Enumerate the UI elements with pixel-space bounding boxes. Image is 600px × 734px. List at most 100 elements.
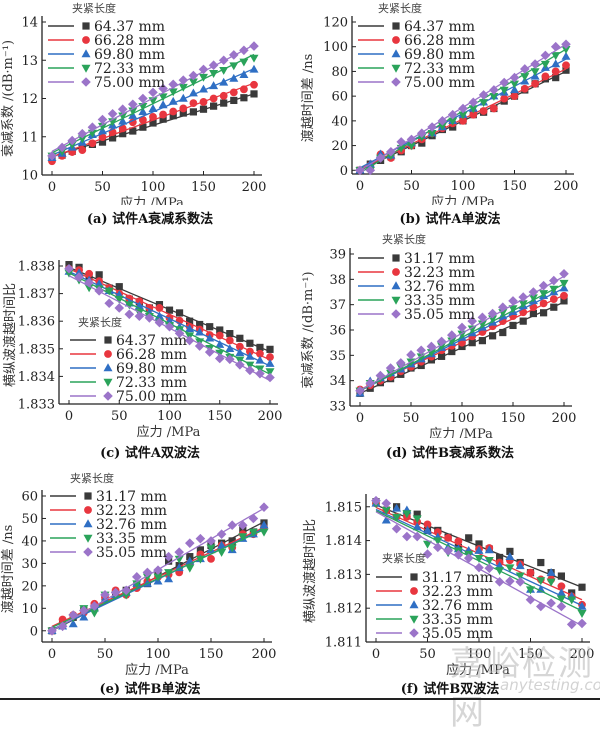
data-point	[246, 339, 254, 347]
data-point	[240, 94, 248, 102]
data-point	[392, 513, 402, 522]
x-tick-label: 200	[258, 409, 283, 424]
data-point	[539, 290, 549, 298]
x-tick-label: 200	[242, 180, 267, 195]
data-point	[158, 93, 168, 102]
legend-label: 66.28 mm	[116, 347, 187, 363]
data-point	[407, 142, 416, 151]
data-point	[396, 358, 406, 368]
data-point	[74, 268, 84, 277]
data-point	[469, 110, 478, 119]
legend-label: 32.23 mm	[404, 265, 475, 281]
legend-label: 35.05 mm	[422, 626, 493, 642]
data-point	[518, 300, 528, 309]
data-point	[551, 52, 561, 61]
data-point	[235, 348, 245, 357]
legend-label: 69.80 mm	[404, 47, 475, 63]
data-point	[207, 554, 215, 563]
data-point	[165, 306, 174, 314]
data-point	[531, 79, 539, 88]
legend-marker	[392, 254, 400, 262]
data-point	[259, 528, 269, 537]
data-point	[510, 80, 519, 89]
data-point	[427, 130, 437, 138]
x-tick-label: 50	[419, 647, 436, 662]
data-point	[98, 138, 107, 146]
data-point	[540, 60, 550, 69]
data-point	[238, 533, 248, 542]
data-point	[489, 92, 499, 101]
data-point	[246, 347, 254, 356]
data-point	[168, 79, 178, 90]
y-tick-label: 37	[329, 298, 346, 313]
data-point	[217, 548, 227, 557]
x-tick-label: 50	[94, 180, 111, 195]
x-axis-label: 应力 /MPa	[429, 426, 493, 438]
data-point	[238, 520, 248, 530]
data-point	[164, 574, 174, 583]
chart-b: 0 50 100 150 200 0 20 40 60 80 100 120 应力 /MPa 渡越时间差 …	[300, 1, 578, 205]
data-point	[355, 165, 365, 176]
data-point	[189, 99, 198, 107]
data-point	[448, 117, 458, 126]
legend-label: 64.37 mm	[404, 19, 475, 35]
data-point	[148, 104, 158, 113]
data-point	[196, 546, 204, 554]
data-point	[484, 545, 494, 554]
data-point	[214, 353, 225, 364]
data-point	[107, 109, 118, 119]
y-tick-label: 1.813	[325, 568, 362, 583]
data-point	[505, 564, 515, 573]
series-75.00-mm	[47, 41, 259, 161]
data-point	[119, 130, 127, 138]
panel-b: 0 50 100 150 200 0 20 40 60 80 100 120 应力 /MPa 渡越时间差 …	[300, 0, 600, 228]
data-point	[250, 90, 258, 98]
legend-marker	[103, 363, 113, 372]
y-tick-label: 38	[329, 273, 346, 288]
data-point	[185, 564, 195, 573]
data-point	[266, 353, 274, 361]
y-axis-label: 横纵波渡越时间比	[302, 519, 318, 623]
data-point	[109, 134, 117, 142]
panel-f: 0 50 100 150 200 1.811 1.812 1.813 1.814 1.815 应力 …	[300, 470, 600, 700]
legend-marker	[83, 519, 93, 528]
legend-label: 75.00 mm	[404, 75, 475, 91]
data-point	[132, 572, 142, 582]
data-point	[426, 341, 437, 352]
data-point	[208, 60, 219, 71]
data-point	[153, 565, 163, 575]
legend-title: 夹紧长度	[382, 551, 426, 565]
data-point	[104, 298, 114, 309]
data-point	[245, 365, 255, 376]
data-point	[562, 66, 570, 74]
data-point	[385, 363, 396, 373]
data-point	[453, 549, 464, 560]
data-point	[499, 86, 509, 95]
x-tick-label: 0	[356, 179, 364, 194]
data-point	[87, 122, 98, 132]
data-point	[468, 97, 479, 108]
data-point	[465, 534, 473, 542]
data-point	[226, 330, 234, 338]
data-point	[229, 50, 239, 60]
data-point	[88, 139, 97, 148]
data-point	[500, 94, 509, 103]
data-point	[174, 328, 185, 339]
data-point	[259, 520, 269, 529]
x-tick-label: 150	[191, 180, 216, 195]
data-point	[508, 305, 518, 314]
data-point	[209, 94, 218, 103]
x-tick-label: 0	[48, 647, 56, 662]
data-point	[225, 344, 235, 352]
data-point	[436, 336, 447, 347]
data-point	[515, 577, 525, 587]
legend-marker	[103, 378, 113, 387]
data-point	[248, 528, 258, 537]
caption-b: (b) 试件A单波法	[399, 212, 501, 227]
x-tick-label: 0	[65, 409, 73, 424]
y-axis-label: 衰减系数 /(dB·m⁻¹)	[0, 40, 16, 157]
data-point	[551, 59, 561, 68]
legend-marker	[104, 350, 112, 358]
y-tick-label: 40	[331, 114, 348, 129]
